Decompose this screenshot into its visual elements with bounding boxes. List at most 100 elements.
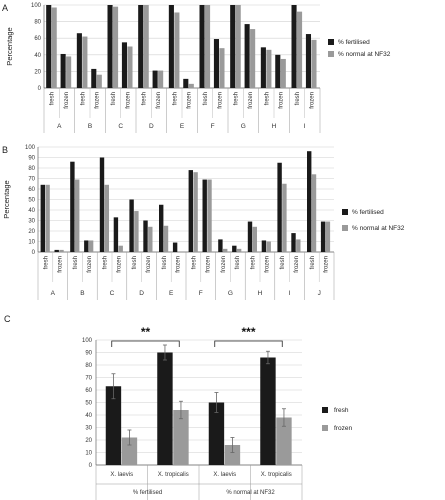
- y-tick-label: 40: [85, 413, 92, 419]
- legend-swatch: [322, 425, 328, 431]
- y-tick-label: 0: [38, 86, 42, 92]
- bar-F-frozen-s1: [207, 179, 212, 252]
- bar-C-fresh-s1: [104, 184, 109, 252]
- group-label: F: [211, 123, 215, 130]
- condition-label: frozen: [95, 92, 101, 109]
- panel-label: C: [4, 314, 11, 324]
- y-tick-label: 30: [85, 426, 92, 432]
- bar-3-fresh: [260, 357, 276, 465]
- condition-label: fresh: [111, 92, 117, 105]
- condition-label: fresh: [295, 92, 301, 105]
- panel-a-chart: A Percentage 0 20 40 60 80 100 fresh frozen Afresh…: [2, 3, 391, 133]
- y-tick-label: 60: [85, 388, 92, 394]
- group-label: C: [110, 290, 115, 297]
- bar-A-frozen-s1: [59, 249, 64, 252]
- y-tick-label: 100: [31, 3, 42, 9]
- legend-swatch: [342, 209, 348, 215]
- condition-label: frozen: [187, 92, 193, 109]
- legend-swatch: [328, 51, 334, 57]
- panel-label: A: [2, 3, 8, 13]
- bar-A-frozen-s1: [66, 56, 72, 88]
- group-label: E: [180, 123, 185, 130]
- bar-I-frozen-s1: [296, 239, 301, 252]
- condition-label: frozen: [176, 256, 182, 273]
- condition-label: frozen: [205, 256, 211, 273]
- bar-0-fresh: [105, 386, 122, 465]
- y-tick-label: 90: [28, 156, 35, 162]
- y-tick-label: 30: [28, 219, 35, 225]
- bar-A-fresh-s1: [51, 7, 57, 89]
- y-tick-label: 50: [85, 401, 92, 407]
- bar-D-frozen-s0: [152, 70, 158, 88]
- bar-G-fresh-s1: [236, 248, 242, 252]
- bar-D-fresh-s0: [138, 5, 144, 88]
- bar-A-frozen-s0: [60, 53, 66, 88]
- bar-2-fresh: [208, 402, 225, 465]
- bar-A-fresh-s1: [45, 184, 50, 252]
- bar-B-fresh-s1: [75, 179, 80, 252]
- significance-bracket: [111, 340, 180, 347]
- bar-G-frozen-s0: [244, 24, 250, 88]
- legend-entry: fresh: [334, 407, 349, 414]
- condition-label: fresh: [50, 92, 56, 105]
- y-tick-label: 60: [34, 36, 41, 42]
- panel-c-chart: C 0 10 20 30 40 50 60 70 80 90 100 X. laevis X. tropi…: [4, 314, 352, 500]
- bar-E-fresh-s1: [163, 225, 169, 252]
- bar-I-fresh-s0: [277, 162, 282, 252]
- legend-swatch: [328, 39, 334, 45]
- bar-E-frozen-s1: [188, 83, 194, 88]
- group-label: J: [318, 290, 321, 297]
- group-label: G: [241, 123, 246, 130]
- condition-label: frozen: [117, 256, 123, 273]
- legend-entry: % fertilised: [352, 209, 384, 216]
- condition-label: fresh: [43, 256, 49, 269]
- condition-label: fresh: [234, 92, 240, 105]
- bar-D-frozen-s1: [158, 70, 164, 88]
- bar-B-fresh-s0: [70, 161, 75, 252]
- condition-label: fresh: [132, 256, 138, 269]
- bar-I-frozen-s1: [311, 39, 317, 88]
- category-label: X. laevis: [110, 472, 133, 478]
- significance-marker: ***: [241, 325, 255, 339]
- condition-label: frozen: [221, 256, 227, 273]
- bar-B-fresh-s1: [82, 36, 88, 88]
- y-tick-label: 0: [32, 250, 36, 256]
- y-tick-label: 100: [82, 338, 93, 344]
- y-tick-label: 80: [34, 20, 41, 26]
- bar-G-frozen-s0: [218, 239, 223, 252]
- bar-B-fresh-s0: [76, 33, 82, 88]
- condition-label: frozen: [146, 256, 152, 273]
- condition-label: frozen: [125, 92, 131, 109]
- bar-G-frozen-s1: [223, 248, 228, 252]
- condition-label: fresh: [203, 92, 209, 105]
- condition-label: fresh: [235, 256, 241, 269]
- group-label: B: [88, 123, 92, 130]
- group-label: E: [169, 290, 174, 297]
- bar-H-fresh-s1: [252, 226, 257, 252]
- y-tick-label: 20: [28, 229, 35, 235]
- bar-J-fresh-s0: [307, 151, 312, 252]
- bar-C-frozen-s0: [113, 217, 119, 252]
- bar-F-fresh-s0: [199, 5, 205, 88]
- condition-label: frozen: [57, 256, 63, 273]
- y-tick-label: 70: [85, 376, 92, 382]
- panel-label: B: [2, 145, 8, 155]
- y-axis-label: Percentage: [2, 180, 11, 218]
- condition-label: frozen: [279, 92, 285, 109]
- bar-H-frozen-s1: [280, 58, 286, 88]
- bar-H-frozen-s0: [261, 240, 267, 252]
- bar-J-fresh-s1: [311, 174, 317, 252]
- bar-D-fresh-s0: [129, 199, 134, 252]
- condition-label: fresh: [251, 256, 257, 269]
- bar-B-frozen-s1: [88, 240, 94, 252]
- group-label: G: [228, 290, 233, 297]
- bar-G-frozen-s1: [250, 29, 256, 88]
- y-tick-label: 20: [85, 438, 92, 444]
- bar-H-frozen-s0: [275, 54, 281, 88]
- bar-1-frozen: [173, 410, 189, 465]
- bar-C-frozen-s1: [118, 245, 123, 252]
- y-tick-label: 40: [34, 53, 41, 59]
- bar-C-fresh-s0: [107, 5, 113, 88]
- legend-swatch: [342, 225, 348, 231]
